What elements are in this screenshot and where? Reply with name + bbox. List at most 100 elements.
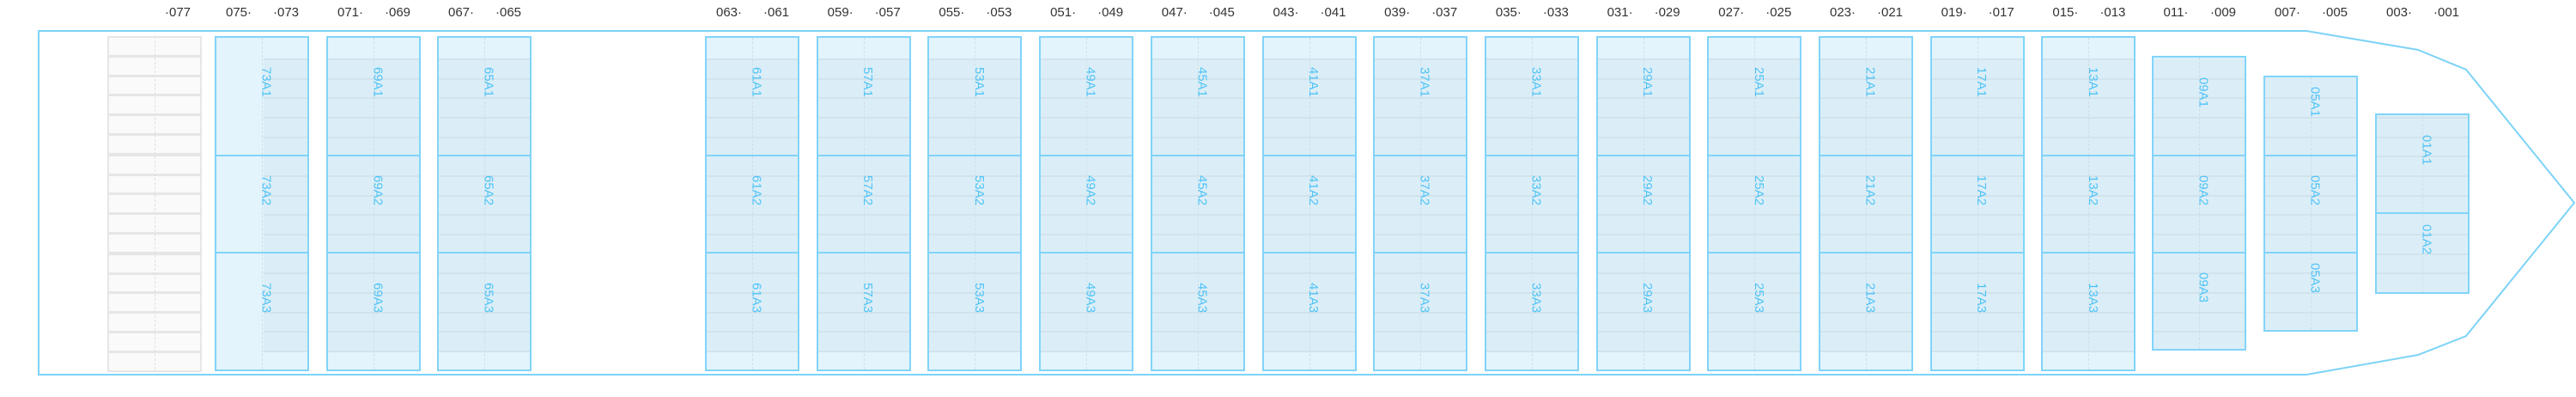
hold-13A2[interactable]: 13A2 <box>2041 155 2136 253</box>
bay-29: 29A1 29A2 29A3 <box>1595 36 1691 371</box>
hold-41A3[interactable]: 41A3 <box>1261 252 1357 371</box>
hold-53A3[interactable]: 53A3 <box>927 252 1023 371</box>
hold-73A3[interactable]: 73A3 <box>215 252 309 371</box>
hold-17A3[interactable]: 17A3 <box>1929 252 2025 371</box>
hold-01A1[interactable]: 01A1 <box>2375 113 2470 214</box>
hold-65A3[interactable]: 65A3 <box>437 252 532 371</box>
hold-41A2[interactable]: 41A2 <box>1261 155 1357 253</box>
hold-label: 05A2 <box>2307 174 2323 205</box>
hold-05A2[interactable]: 05A2 <box>2263 155 2358 253</box>
hold-29A1[interactable]: 29A1 <box>1595 36 1691 156</box>
tier-line <box>264 58 307 60</box>
hold-21A3[interactable]: 21A3 <box>1819 252 1913 371</box>
hold-05A1[interactable]: 05A1 <box>2263 76 2358 156</box>
hold-13A1[interactable]: 13A1 <box>2041 36 2136 156</box>
bay-label-right: ·045 <box>1208 5 1235 20</box>
bay-label-left: 003· <box>2385 5 2413 20</box>
hold-17A2[interactable]: 17A2 <box>1929 155 2025 253</box>
bay-label-right: ·033 <box>1542 5 1569 20</box>
hold-09A3[interactable]: 09A3 <box>2152 252 2246 351</box>
hold-49A3[interactable]: 49A3 <box>1039 252 1134 371</box>
bay-label-left: 055· <box>939 5 965 20</box>
slot-overlay <box>264 156 307 252</box>
bay-label-left: 019· <box>1941 5 1967 20</box>
hold-label: 57A1 <box>860 67 876 98</box>
hold-53A1[interactable]: 53A1 <box>927 36 1023 156</box>
hold-45A1[interactable]: 45A1 <box>1150 36 1245 156</box>
hold-25A3[interactable]: 25A3 <box>1707 252 1802 371</box>
hold-label: 53A1 <box>971 67 987 98</box>
hold-label: 65A2 <box>481 174 496 205</box>
empty-bay-077 <box>107 36 202 372</box>
hold-label: 65A1 <box>481 67 496 98</box>
hold-49A2[interactable]: 49A2 <box>1039 155 1134 253</box>
tier-line <box>264 97 307 100</box>
bay-label-left: 011· <box>2163 5 2189 20</box>
hold-57A3[interactable]: 57A3 <box>816 252 911 371</box>
hold-label: 49A2 <box>1083 174 1098 205</box>
hold-37A2[interactable]: 37A2 <box>1373 155 1468 253</box>
centerline <box>2311 156 2312 252</box>
tier-line <box>264 136 307 138</box>
bay-label-left: 063· <box>715 5 743 20</box>
centerline <box>752 156 753 252</box>
hold-05A3[interactable]: 05A3 <box>2263 252 2358 332</box>
bay-01: 01A1 01A2 <box>2375 113 2470 294</box>
tier-line <box>2377 292 2468 294</box>
hold-17A1[interactable]: 17A1 <box>1929 36 2025 156</box>
hold-69A1[interactable]: 69A1 <box>326 36 421 156</box>
hold-57A2[interactable]: 57A2 <box>816 155 911 253</box>
slot-overlay <box>264 253 307 351</box>
hold-label: 13A1 <box>2085 67 2100 98</box>
bay-45: 45A1 45A2 45A3 <box>1150 36 1245 371</box>
hold-65A1[interactable]: 65A1 <box>437 36 532 156</box>
hold-45A2[interactable]: 45A2 <box>1150 155 1245 253</box>
hold-33A2[interactable]: 33A2 <box>1484 155 1579 253</box>
hold-21A2[interactable]: 21A2 <box>1819 155 1913 253</box>
tier-line <box>264 272 307 275</box>
hold-label: 41A1 <box>1306 67 1321 98</box>
bay-05: 05A1 05A2 05A3 <box>2263 76 2358 332</box>
hold-73A1[interactable]: 73A1 <box>215 36 309 156</box>
hold-61A2[interactable]: 61A2 <box>705 155 799 253</box>
hold-label: 17A2 <box>1974 174 1990 205</box>
hold-69A3[interactable]: 69A3 <box>326 252 421 371</box>
hold-61A3[interactable]: 61A3 <box>705 252 799 371</box>
hold-53A2[interactable]: 53A2 <box>927 155 1023 253</box>
hold-65A2[interactable]: 65A2 <box>437 155 532 253</box>
centerline <box>863 156 865 252</box>
hold-73A2[interactable]: 73A2 <box>215 155 309 253</box>
hold-29A2[interactable]: 29A2 <box>1595 155 1691 253</box>
hold-09A1[interactable]: 09A1 <box>2152 56 2246 156</box>
hold-33A3[interactable]: 33A3 <box>1484 252 1579 371</box>
hold-label: 45A2 <box>1194 174 1210 205</box>
hold-21A1[interactable]: 21A1 <box>1819 36 1913 156</box>
centerline <box>1643 253 1644 370</box>
hold-label: 33A3 <box>1528 282 1544 313</box>
hold-29A3[interactable]: 29A3 <box>1595 252 1691 371</box>
hold-25A2[interactable]: 25A2 <box>1707 155 1802 253</box>
bay-41: 41A1 41A2 41A3 <box>1261 36 1357 371</box>
centerline <box>2088 253 2090 370</box>
bay-49: 49A1 49A2 49A3 <box>1039 36 1134 371</box>
bay-label-right: ·069 <box>384 5 411 20</box>
hold-49A1[interactable]: 49A1 <box>1039 36 1134 156</box>
hold-37A1[interactable]: 37A1 <box>1373 36 1468 156</box>
hold-33A1[interactable]: 33A1 <box>1484 36 1579 156</box>
hold-45A3[interactable]: 45A3 <box>1150 252 1245 371</box>
hold-09A2[interactable]: 09A2 <box>2152 155 2246 253</box>
hold-41A1[interactable]: 41A1 <box>1261 36 1357 156</box>
centerline <box>1197 253 1199 370</box>
bay-label-right: ·061 <box>762 5 790 20</box>
hold-61A1[interactable]: 61A1 <box>705 36 799 156</box>
hold-25A1[interactable]: 25A1 <box>1707 36 1802 156</box>
hold-69A2[interactable]: 69A2 <box>326 155 421 253</box>
hold-label: 69A2 <box>370 174 386 205</box>
hold-label: 49A1 <box>1083 67 1098 98</box>
hold-57A1[interactable]: 57A1 <box>816 36 911 156</box>
centerline <box>1086 38 1088 155</box>
hold-13A3[interactable]: 13A3 <box>2041 252 2136 371</box>
hold-label: 57A3 <box>860 282 876 313</box>
hold-37A3[interactable]: 37A3 <box>1373 252 1468 371</box>
hold-01A2[interactable]: 01A2 <box>2375 212 2470 294</box>
